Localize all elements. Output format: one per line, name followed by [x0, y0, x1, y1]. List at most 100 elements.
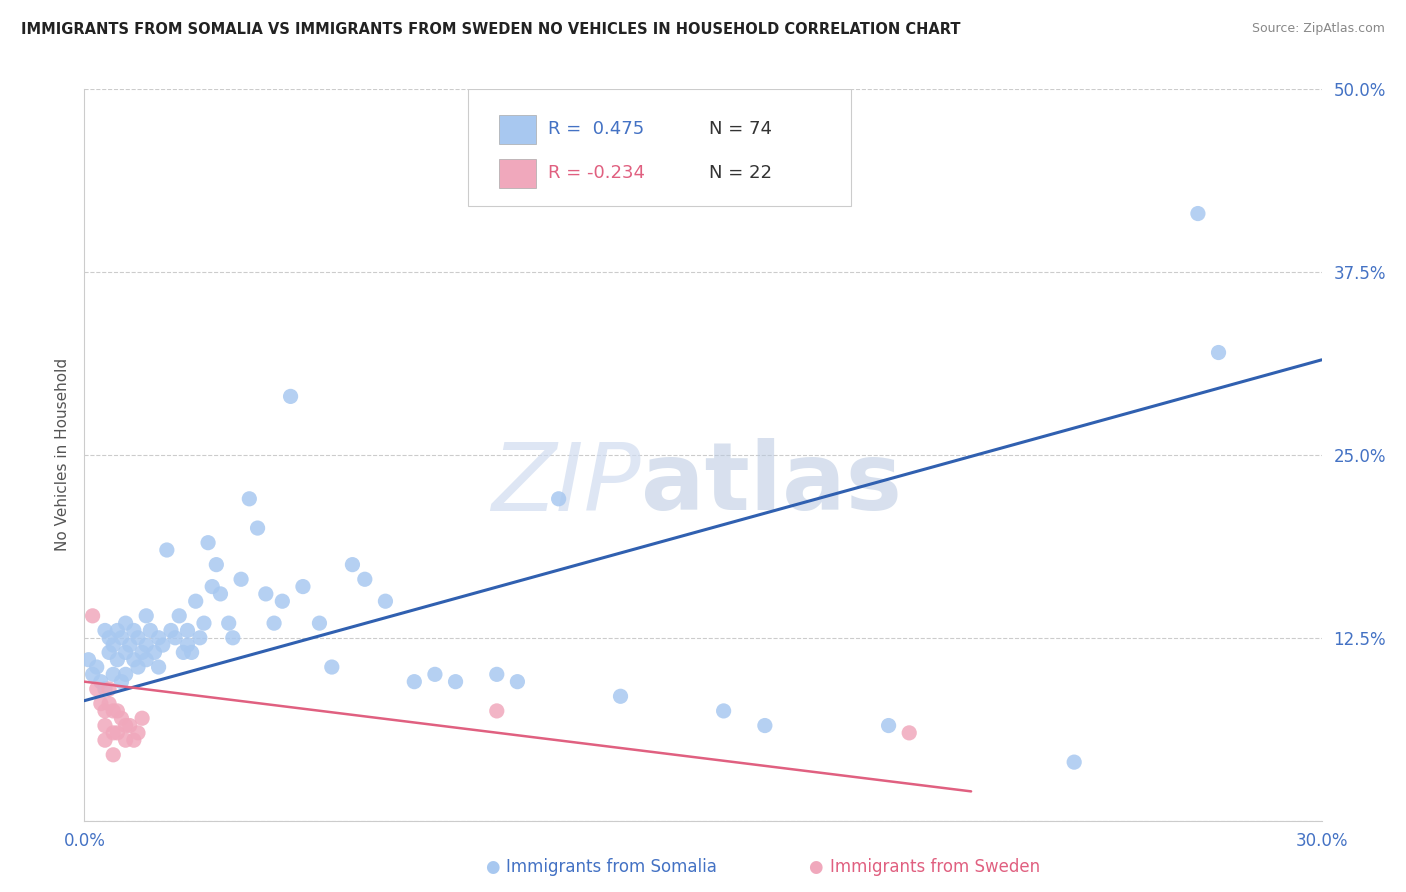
Point [118, 718, 141, 732]
Point [82, 608, 104, 623]
Text: R =  0.475: R = 0.475 [548, 120, 644, 138]
Point [103, 747, 125, 762]
Point [238, 491, 260, 506]
Text: ●: ● [808, 858, 823, 876]
Point [98, 645, 121, 659]
Text: Immigrants from Sweden: Immigrants from Sweden [830, 858, 1039, 876]
Point [94, 624, 117, 638]
Point [180, 645, 202, 659]
Point [135, 638, 157, 652]
Point [404, 674, 426, 689]
Point [127, 726, 149, 740]
Point [176, 638, 198, 652]
Point [280, 389, 302, 403]
Point [898, 726, 921, 740]
Point [209, 587, 232, 601]
Point [167, 608, 190, 623]
Point [103, 667, 125, 681]
Point [122, 653, 145, 667]
Point [222, 631, 245, 645]
Point [122, 624, 145, 638]
FancyBboxPatch shape [499, 159, 536, 188]
Point [271, 594, 294, 608]
Point [135, 653, 157, 667]
Point [156, 543, 179, 558]
Point [105, 624, 128, 638]
Text: N = 74: N = 74 [709, 120, 772, 138]
Text: ●: ● [485, 858, 499, 876]
Point [160, 624, 183, 638]
Point [172, 645, 194, 659]
Point [114, 733, 136, 747]
Point [485, 667, 508, 681]
Point [197, 535, 219, 549]
Point [94, 718, 117, 732]
Point [152, 638, 174, 652]
Point [98, 631, 121, 645]
FancyBboxPatch shape [499, 115, 536, 145]
Point [165, 631, 187, 645]
Point [105, 653, 128, 667]
Point [1208, 345, 1230, 359]
Point [218, 616, 240, 631]
FancyBboxPatch shape [468, 89, 852, 206]
Point [184, 594, 207, 608]
Point [1187, 206, 1209, 220]
Point [90, 697, 112, 711]
Point [98, 681, 121, 696]
Point [103, 726, 125, 740]
Point [139, 624, 162, 638]
Point [98, 697, 121, 711]
Text: atlas: atlas [641, 438, 903, 530]
Point [131, 711, 153, 725]
Text: ZIP: ZIP [492, 439, 641, 530]
Point [82, 667, 104, 681]
Point [263, 616, 285, 631]
Point [713, 704, 735, 718]
Point [110, 711, 132, 725]
Point [229, 572, 252, 586]
Point [444, 674, 467, 689]
Point [105, 726, 128, 740]
Point [321, 660, 343, 674]
Point [143, 645, 166, 659]
Point [114, 718, 136, 732]
Point [193, 616, 215, 631]
Point [114, 616, 136, 631]
Point [246, 521, 269, 535]
Point [127, 631, 149, 645]
Point [86, 681, 108, 696]
Point [114, 667, 136, 681]
Point [205, 558, 228, 572]
Point [114, 645, 136, 659]
Point [1063, 755, 1085, 769]
Text: IMMIGRANTS FROM SOMALIA VS IMMIGRANTS FROM SWEDEN NO VEHICLES IN HOUSEHOLD CORRE: IMMIGRANTS FROM SOMALIA VS IMMIGRANTS FR… [21, 22, 960, 37]
Point [877, 718, 900, 732]
Point [423, 667, 446, 681]
Text: Immigrants from Somalia: Immigrants from Somalia [506, 858, 717, 876]
Point [103, 704, 125, 718]
Point [94, 733, 117, 747]
Point [118, 638, 141, 652]
Point [148, 631, 170, 645]
Point [105, 704, 128, 718]
Point [90, 674, 112, 689]
Point [188, 631, 211, 645]
Y-axis label: No Vehicles in Household: No Vehicles in Household [55, 359, 70, 551]
Point [754, 718, 776, 732]
Text: R = -0.234: R = -0.234 [548, 164, 645, 182]
Point [103, 638, 125, 652]
Point [131, 645, 153, 659]
Point [86, 660, 108, 674]
Point [135, 608, 157, 623]
Point [353, 572, 375, 586]
Point [122, 733, 145, 747]
Point [374, 594, 396, 608]
Point [148, 660, 170, 674]
Point [127, 660, 149, 674]
Point [94, 704, 117, 718]
Text: Source: ZipAtlas.com: Source: ZipAtlas.com [1251, 22, 1385, 36]
Point [110, 631, 132, 645]
Point [609, 690, 631, 704]
Point [176, 624, 198, 638]
